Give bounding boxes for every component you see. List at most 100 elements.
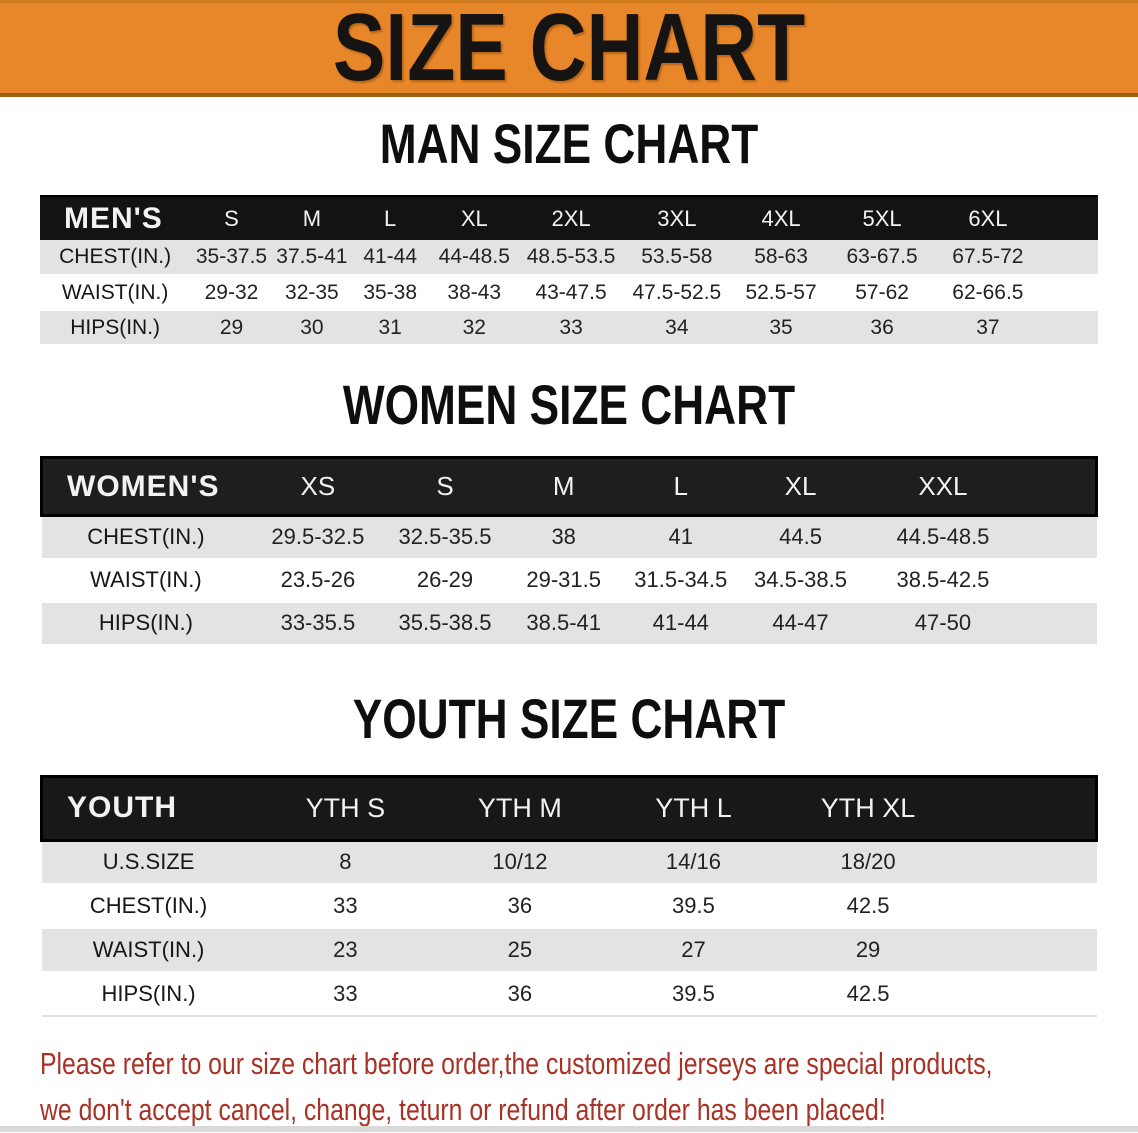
row-label-cell: WAIST(IN.) — [40, 275, 191, 311]
column-header: 4XL — [730, 195, 832, 240]
table-cell: 33 — [255, 972, 435, 1017]
table-cell: 58-63 — [730, 240, 832, 276]
table-cell: 39.5 — [604, 884, 783, 929]
table-cell: 47.5-52.5 — [622, 275, 731, 311]
table-cell — [954, 840, 1097, 885]
table-cell: 44-48.5 — [429, 240, 520, 276]
table-cell — [1042, 275, 1098, 311]
table-cell: 47-50 — [862, 601, 1024, 646]
column-header: XS — [250, 456, 386, 517]
row-label-cell: WAIST(IN.) — [41, 928, 256, 973]
column-header: L — [351, 195, 430, 240]
column-header: YTH M — [435, 774, 605, 842]
table-cell: 42.5 — [782, 972, 955, 1017]
table-cell: 43-47.5 — [519, 275, 623, 311]
table-cell: 44.5 — [738, 515, 863, 560]
table-title-cell: MEN'S — [40, 195, 191, 240]
men-size-table: MEN'S S M L XL 2XL 3XL 4XL 5XL 6XL CHEST(IN.) 35-37… — [40, 195, 1098, 346]
table-cell: 32 — [429, 310, 520, 346]
row-label-cell: HIPS(IN.) — [40, 310, 191, 346]
table-row: CHEST(IN.) 35-37.5 37.5-41 41-44 44-48.5 48.5… — [40, 240, 1098, 276]
table-cell: 53.5-58 — [622, 240, 731, 276]
column-header: 6XL — [932, 195, 1043, 240]
table-cell: 44.5-48.5 — [862, 515, 1024, 560]
table-cell: 33 — [519, 310, 623, 346]
size-chart-banner: SIZE CHART — [0, 0, 1138, 97]
table-cell: 36 — [831, 310, 933, 346]
table-cell: 62-66.5 — [932, 275, 1043, 311]
table-cell: 30 — [272, 310, 352, 346]
order-policy-line-2: we don't accept cancel, change, teturn o… — [40, 1092, 886, 1127]
table-cell: 38.5-41 — [504, 601, 623, 646]
table-row: WAIST(IN.) 29-32 32-35 35-38 38-43 43-47.5 47.… — [40, 275, 1098, 311]
row-label-cell: CHEST(IN.) — [41, 884, 256, 929]
table-cell: 44-47 — [738, 601, 863, 646]
table-cell: 23.5-26 — [250, 558, 386, 603]
table-cell: 41 — [622, 515, 739, 560]
table-cell: 37.5-41 — [272, 240, 352, 276]
table-cell: 41-44 — [351, 240, 430, 276]
table-cell — [1023, 601, 1097, 646]
table-header-row: WOMEN'S XS S M L XL XXL — [40, 456, 1098, 517]
column-header: XXL — [862, 456, 1024, 517]
men-size-section: MAN SIZE CHART MEN'S S M L XL 2XL 3XL 4XL 5XL 6XL… — [0, 112, 1138, 346]
table-cell — [954, 928, 1097, 973]
order-policy-line-1: Please refer to our size chart before or… — [40, 1046, 993, 1081]
table-cell: 35-37.5 — [190, 240, 273, 276]
table-row: WAIST(IN.) 23 25 27 29 — [41, 928, 1097, 973]
table-cell: 48.5-53.5 — [519, 240, 623, 276]
column-header — [1023, 456, 1098, 517]
table-header-row: YOUTH YTH S YTH M YTH L YTH XL — [39, 774, 1099, 842]
table-cell: 31.5-34.5 — [622, 558, 739, 603]
table-title-cell: YOUTH — [39, 774, 256, 842]
table-cell: 31 — [351, 310, 430, 346]
column-header: S — [385, 456, 505, 517]
column-header: YTH L — [604, 774, 783, 842]
table-cell — [954, 884, 1097, 929]
table-cell: 25 — [435, 928, 605, 973]
table-cell: 67.5-72 — [932, 240, 1043, 276]
table-row: WAIST(IN.) 23.5-26 26-29 29-31.5 31.5-34.5 34… — [41, 558, 1097, 603]
column-header: 5XL — [831, 195, 933, 240]
table-cell: 29-32 — [190, 275, 273, 311]
table-cell: 29-31.5 — [504, 558, 623, 603]
column-header: L — [622, 456, 739, 517]
table-header-row: MEN'S S M L XL 2XL 3XL 4XL 5XL 6XL — [40, 195, 1098, 240]
table-cell: 38 — [504, 515, 623, 560]
table-cell: 35.5-38.5 — [385, 601, 505, 646]
youth-size-table: YOUTH YTH S YTH M YTH L YTH XL U.S.SIZE 8 10/12… — [39, 774, 1099, 1017]
men-chart-heading: MAN SIZE CHART — [379, 112, 759, 175]
table-cell: 29 — [190, 310, 273, 346]
table-cell: 29.5-32.5 — [250, 515, 386, 560]
row-label-cell: WAIST(IN.) — [41, 558, 251, 603]
table-row: HIPS(IN.) 33 36 39.5 42.5 — [41, 972, 1097, 1017]
table-cell: 37 — [932, 310, 1043, 346]
table-cell: 63-67.5 — [831, 240, 933, 276]
women-chart-heading: WOMEN SIZE CHART — [342, 373, 796, 436]
table-row: HIPS(IN.) 33-35.5 35.5-38.5 38.5-41 41-44 44-… — [41, 601, 1097, 646]
column-header: XL — [429, 195, 520, 240]
table-cell — [1023, 515, 1097, 560]
column-header: XL — [738, 456, 863, 517]
table-cell — [1042, 240, 1098, 276]
table-cell — [1023, 558, 1097, 603]
table-cell: 26-29 — [385, 558, 505, 603]
table-cell: 32.5-35.5 — [385, 515, 505, 560]
bottom-edge-strip — [0, 1126, 1138, 1132]
order-policy-note: Please refer to our size chart before or… — [0, 1041, 1138, 1133]
table-row: CHEST(IN.) 33 36 39.5 42.5 — [41, 884, 1097, 929]
table-cell: 33-35.5 — [250, 601, 386, 646]
youth-table-wrap: YOUTH YTH S YTH M YTH L YTH XL U.S.SIZE 8 10/12… — [39, 774, 1099, 1017]
table-cell: 29 — [782, 928, 955, 973]
table-row: HIPS(IN.) 29 30 31 32 33 34 35 36 37 — [40, 310, 1098, 346]
table-cell: 42.5 — [782, 884, 955, 929]
table-cell: 35-38 — [351, 275, 430, 311]
table-cell: 38.5-42.5 — [862, 558, 1024, 603]
table-cell: 36 — [435, 884, 605, 929]
row-label-cell: CHEST(IN.) — [40, 240, 191, 276]
row-label-cell: CHEST(IN.) — [41, 515, 251, 560]
men-table-wrap: MEN'S S M L XL 2XL 3XL 4XL 5XL 6XL CHEST(IN.) 35-37… — [40, 195, 1098, 346]
table-title-cell: WOMEN'S — [40, 456, 251, 517]
table-cell — [1042, 310, 1098, 346]
column-header: M — [272, 195, 352, 240]
